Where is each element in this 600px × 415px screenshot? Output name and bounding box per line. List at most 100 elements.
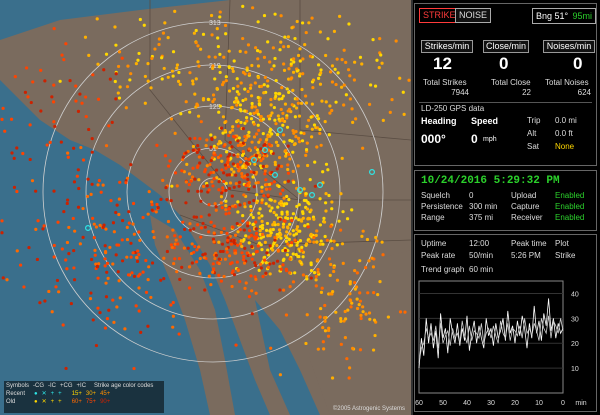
- strike-dot: [169, 117, 174, 121]
- y-tick-label: 20: [571, 341, 579, 348]
- tab-strike[interactable]: STRIKE: [419, 8, 460, 23]
- strike-dot: [287, 67, 291, 71]
- strike-dot: [154, 210, 158, 214]
- strike-dot: [22, 285, 26, 289]
- strike-dot: [230, 106, 234, 110]
- bearing-indicator: Bng 51° 95mi: [532, 8, 596, 24]
- total-close-value: 22: [522, 88, 531, 97]
- strike-dot: [285, 212, 289, 216]
- counter-panel: STRIKE NOISE Bng 51° 95mi Strikes/min Cl…: [414, 3, 597, 166]
- strike-dot: [95, 264, 99, 268]
- strike-dot: [31, 80, 35, 84]
- strike-dot: [184, 180, 188, 184]
- strike-dot: [227, 89, 232, 93]
- strike-dot: [298, 47, 302, 51]
- strike-dot: [238, 279, 242, 284]
- strike-dot: [342, 48, 346, 52]
- strike-dot: [220, 191, 224, 195]
- strike-dot: [74, 99, 78, 103]
- strike-dot: [254, 170, 259, 174]
- strike-dot: [332, 269, 336, 274]
- strike-dot: [29, 100, 33, 105]
- strike-dot: [299, 218, 303, 222]
- strike-dot: [257, 99, 261, 103]
- strike-dot: [212, 240, 216, 244]
- noises-per-min-header[interactable]: Noises/min: [543, 40, 595, 53]
- strike-dot: [174, 238, 178, 242]
- strike-dot: [279, 164, 284, 168]
- strike-dot: [291, 212, 295, 216]
- strike-dot: [282, 62, 286, 66]
- strikes-per-min-header[interactable]: Strikes/min: [421, 40, 473, 53]
- close-per-min-header[interactable]: Close/min: [483, 40, 529, 53]
- strike-dot: [312, 235, 316, 240]
- strike-dot: [311, 85, 315, 90]
- strike-dot: [224, 75, 228, 79]
- strike-dot: [320, 99, 324, 103]
- strike-dot: [260, 189, 264, 193]
- strike-dot: [274, 140, 279, 144]
- strike-dot: [260, 248, 264, 252]
- strike-dot: [249, 83, 253, 87]
- strike-dot: [258, 50, 262, 54]
- plot-label: Plot: [555, 239, 569, 248]
- strike-dot: [219, 230, 224, 234]
- strike-dot: [309, 268, 314, 273]
- strike-dot: [76, 205, 81, 209]
- strike-dot: [337, 14, 342, 18]
- strike-dot: [268, 60, 272, 64]
- strike-dot: [278, 119, 282, 123]
- strike-dot: [104, 295, 109, 299]
- strike-dot: [141, 270, 145, 274]
- strike-dot: [104, 52, 109, 56]
- strike-dot: [372, 291, 376, 295]
- strike-dot: [238, 242, 243, 246]
- strike-dot: [240, 174, 244, 179]
- strike-dot: [137, 286, 141, 290]
- strike-dot: [9, 117, 14, 121]
- strike-dot: [283, 35, 287, 39]
- strike-dot: [207, 173, 211, 177]
- tab-noise[interactable]: NOISE: [455, 8, 492, 23]
- strike-dot: [279, 232, 283, 237]
- strike-dot: [250, 140, 254, 144]
- range-ring-labels: 313 219 125 31: [209, 20, 221, 153]
- strike-dot: [293, 115, 297, 119]
- strike-dot: [273, 118, 277, 122]
- strike-dot: [286, 249, 290, 253]
- strike-dot: [199, 226, 204, 230]
- legend-old-label: Old: [6, 399, 16, 405]
- strike-dot: [291, 229, 295, 233]
- strike-dot: [234, 205, 238, 209]
- strike-dot: [269, 97, 273, 102]
- strike-dot: [244, 116, 249, 120]
- strike-dot: [224, 199, 228, 203]
- strike-dot: [198, 137, 202, 141]
- strike-dot: [291, 169, 295, 173]
- strike-dot: [375, 239, 379, 243]
- strike-dot: [304, 94, 308, 98]
- strike-dot: [54, 285, 58, 289]
- strike-dot: [250, 245, 254, 249]
- strike-dot: [329, 70, 333, 74]
- strike-dot: [1, 106, 5, 110]
- strike-dot: [168, 159, 172, 163]
- strike-dot: [244, 97, 248, 101]
- strike-dot: [318, 127, 322, 132]
- strike-dot: [294, 216, 298, 220]
- strike-dot: [83, 35, 88, 39]
- strike-dot: [253, 81, 257, 85]
- strike-dot: [308, 240, 312, 244]
- speed-unit: mph: [483, 136, 497, 143]
- strike-dot: [315, 114, 319, 118]
- strike-dots: [0, 4, 411, 380]
- strike-dot: [242, 237, 246, 242]
- strike-dot: [211, 262, 215, 266]
- strike-dot: [272, 180, 276, 184]
- strike-dot: [262, 194, 266, 198]
- strike-dot: [259, 147, 263, 151]
- strike-dot: [304, 147, 309, 152]
- strike-dot: [21, 151, 25, 156]
- strike-dot: [114, 97, 118, 101]
- strike-map[interactable]: 313 219 125 31 Symbols -CG -IC +CG +IC Stri…: [0, 0, 413, 415]
